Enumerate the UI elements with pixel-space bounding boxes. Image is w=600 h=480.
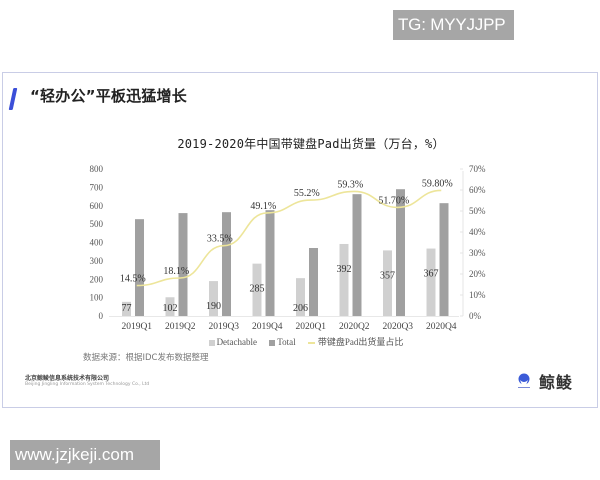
share-value-label: 14.5%: [120, 274, 146, 285]
detachable-value-label: 190: [206, 301, 221, 312]
y-left-tick: 0: [99, 311, 104, 321]
detachable-value-label: 357: [380, 270, 395, 281]
detachable-value-label: 367: [424, 269, 439, 280]
x-category-label: 2019Q1: [121, 322, 152, 332]
y-right-tick: 40%: [469, 227, 486, 237]
total-bar: [265, 210, 275, 316]
y-right-tick: 70%: [469, 164, 486, 174]
x-category-label: 2019Q2: [165, 322, 196, 332]
total-bar: [396, 189, 405, 316]
y-right-tick: 30%: [469, 248, 486, 258]
detachable-bar: [252, 263, 262, 316]
share-value-label: 59.80%: [422, 178, 453, 189]
legend-item-share: 带键盘Pad出货量占比: [307, 335, 403, 348]
whale-logo-icon: [518, 373, 530, 388]
y-left-tick: 700: [90, 182, 104, 192]
detachable-bar: [209, 281, 218, 316]
detachable-bar: [122, 301, 131, 316]
share-line: [136, 189, 442, 287]
y-left-tick: 400: [90, 238, 104, 248]
x-category-label: 2020Q4: [426, 322, 457, 332]
legend-item-total: Total: [269, 337, 296, 347]
detachable-value-label: 285: [250, 284, 265, 295]
detachable-value-label: 392: [337, 264, 352, 275]
detachable-bar: [296, 278, 305, 316]
y-right-tick: 60%: [469, 185, 486, 195]
chart-title: 2019-2020年中国带键盘Pad出货量（万台，%）: [177, 137, 445, 151]
x-category-label: 2020Q3: [382, 322, 413, 332]
detachable-value-label: 206: [293, 303, 308, 314]
y-right-tick: 0%: [469, 311, 482, 321]
url-watermark-badge: www.jzjkeji.com: [10, 440, 160, 470]
detachable-value-label: 77: [122, 303, 132, 314]
tg-watermark-badge: TG: MYYJJPP: [393, 10, 514, 40]
x-category-label: 2020Q2: [339, 322, 370, 332]
total-bar: [439, 203, 449, 316]
y-left-tick: 100: [90, 293, 104, 303]
share-value-label: 18.1%: [163, 266, 189, 277]
y-right-tick: 10%: [469, 290, 486, 300]
company-name-cn: 北京鲸鲮信息系统技术有限公司: [25, 375, 110, 382]
y-left-tick: 600: [90, 201, 104, 211]
y-right-tick: 20%: [469, 269, 486, 279]
share-value-label: 49.1%: [250, 201, 276, 212]
share-line-swatch-icon: [307, 342, 315, 344]
detachable-bar: [383, 250, 392, 316]
brand-name: 鲸鲮: [539, 373, 574, 392]
total-bar: [222, 212, 231, 316]
page-title: “轻办公”平板迅猛增长: [30, 87, 187, 105]
y-left-tick: 800: [90, 164, 104, 174]
y-left-tick: 500: [90, 219, 104, 229]
x-category-label: 2020Q1: [295, 322, 326, 332]
company-name-en: Beijing Jingling Information System Tech…: [25, 382, 150, 387]
total-bar: [309, 248, 318, 316]
y-left-tick: 200: [90, 274, 104, 284]
detachable-bar: [339, 243, 349, 316]
total-bar: [135, 219, 144, 316]
detachable-bar: [426, 248, 436, 316]
y-right-tick: 50%: [469, 206, 486, 216]
total-swatch-icon: [269, 339, 276, 346]
detachable-swatch-icon: [208, 339, 215, 346]
total-bar: [178, 213, 188, 316]
source-note: 数据来源：根据IDC发布数据整理: [83, 353, 209, 363]
x-category-label: 2019Q3: [208, 322, 239, 332]
share-value-label: 55.2%: [294, 188, 320, 199]
share-value-label: 51.70%: [378, 195, 409, 206]
legend-item-detachable: Detachable: [208, 337, 257, 347]
y-left-tick: 300: [90, 256, 104, 266]
slide-card: “轻办公”平板迅猛增长 2019-2020年中国带键盘Pad出货量（万台，%） …: [2, 72, 598, 408]
total-bar: [352, 194, 362, 316]
detachable-value-label: 102: [163, 303, 178, 314]
x-category-label: 2019Q4: [252, 322, 283, 332]
chart-legend: Detachable Total 带键盘Pad出货量占比: [3, 335, 599, 348]
combo-chart: 0 100 200 300 400 500 600 700 800 0% 10% 20% 30% 40% 5…: [90, 164, 487, 332]
share-value-label: 59.3%: [337, 179, 363, 190]
brand-logo: 鲸鲮: [517, 369, 573, 393]
detachable-bar: [165, 297, 175, 316]
share-value-label: 33.5%: [207, 234, 233, 245]
